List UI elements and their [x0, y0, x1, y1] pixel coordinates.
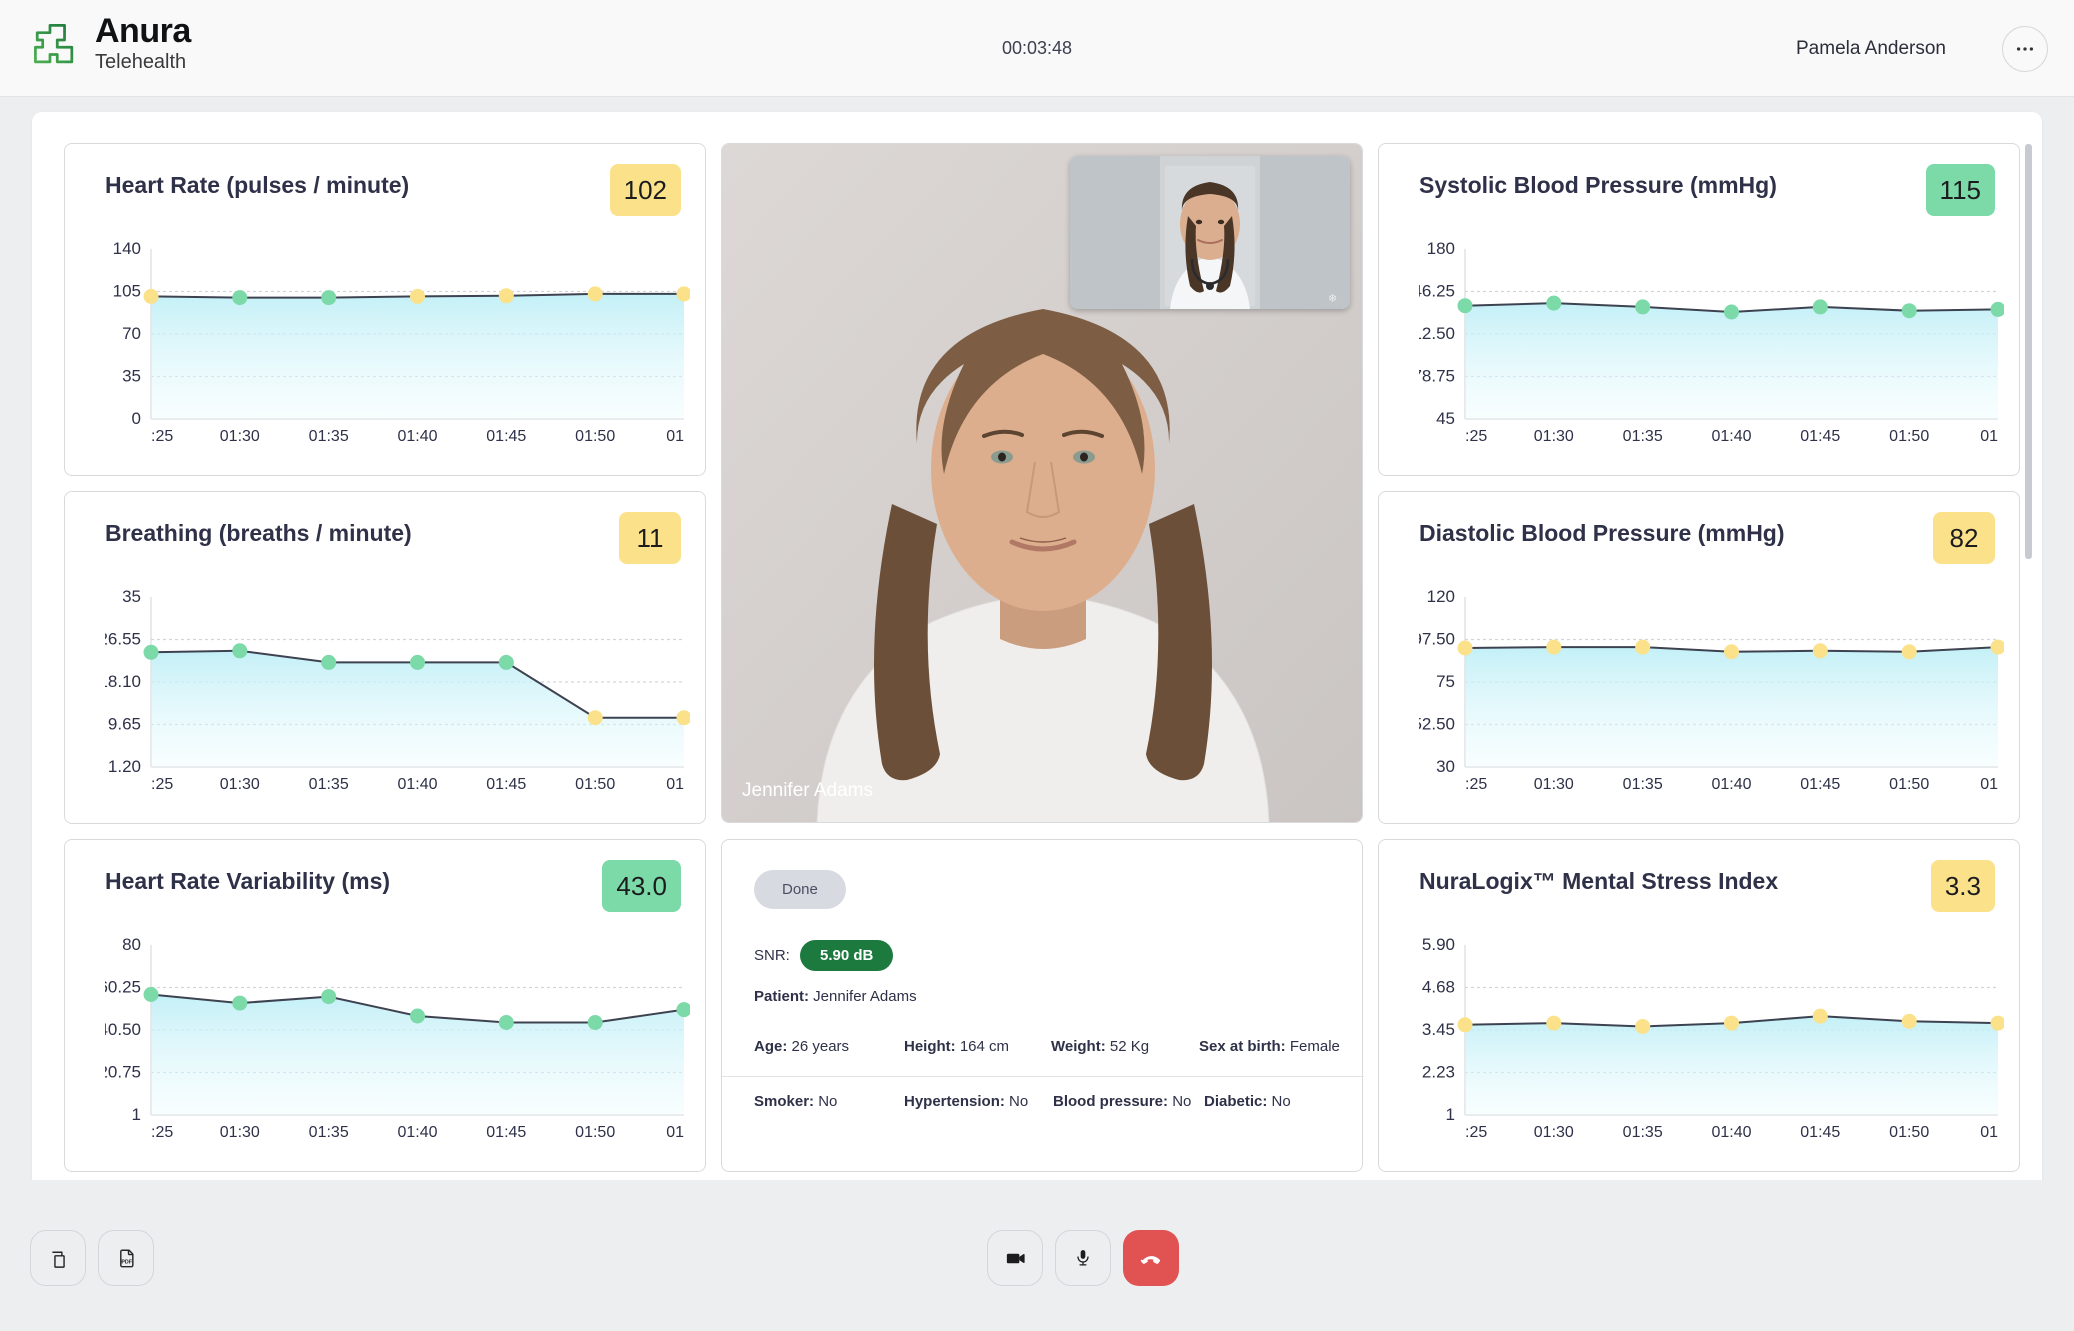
- svg-text:1: 1: [1446, 1105, 1455, 1124]
- svg-text:97.50: 97.50: [1419, 630, 1455, 649]
- svg-text:01: 01: [666, 1124, 684, 1141]
- svg-text:01:40: 01:40: [1711, 776, 1751, 793]
- svg-text:35: 35: [122, 367, 141, 386]
- svg-text:01:40: 01:40: [397, 776, 437, 793]
- svg-text:112.50: 112.50: [1419, 324, 1455, 343]
- svg-text:26.55: 26.55: [105, 630, 141, 649]
- svg-text:01:50: 01:50: [575, 428, 615, 445]
- svg-text:4.68: 4.68: [1422, 978, 1455, 997]
- svg-text:01:45: 01:45: [1800, 776, 1840, 793]
- svg-text:❄: ❄: [1328, 293, 1337, 305]
- svg-text:35: 35: [122, 587, 141, 606]
- svg-text:01:50: 01:50: [575, 1124, 615, 1141]
- svg-text::25: :25: [151, 1124, 173, 1141]
- svg-text:PDF: PDF: [121, 1259, 132, 1265]
- svg-text:01:30: 01:30: [1534, 1124, 1574, 1141]
- svg-text:70: 70: [122, 324, 141, 343]
- svg-text:2.23: 2.23: [1422, 1063, 1455, 1082]
- svg-text:75: 75: [1436, 672, 1455, 691]
- svg-text:146.25: 146.25: [1419, 282, 1455, 301]
- svg-text:01:40: 01:40: [397, 1124, 437, 1141]
- svg-text:01:30: 01:30: [1534, 776, 1574, 793]
- svg-text:01:30: 01:30: [220, 1124, 260, 1141]
- svg-text:105: 105: [113, 282, 141, 301]
- svg-text::25: :25: [151, 776, 173, 793]
- svg-text:01:40: 01:40: [397, 428, 437, 445]
- svg-text:140: 140: [113, 239, 141, 258]
- svg-text:01:45: 01:45: [1800, 428, 1840, 445]
- svg-text:1.20: 1.20: [108, 757, 141, 776]
- svg-text:9.65: 9.65: [108, 715, 141, 734]
- svg-text:01:30: 01:30: [1534, 428, 1574, 445]
- svg-text:01:30: 01:30: [220, 428, 260, 445]
- svg-text:01: 01: [1980, 776, 1998, 793]
- svg-text:01:50: 01:50: [1889, 428, 1929, 445]
- svg-text:40.50: 40.50: [105, 1020, 141, 1039]
- svg-text:0: 0: [132, 409, 141, 428]
- svg-text:18.10: 18.10: [105, 672, 141, 691]
- svg-text:5.90: 5.90: [1422, 935, 1455, 954]
- svg-text:78.75: 78.75: [1419, 367, 1455, 386]
- svg-text:52.50: 52.50: [1419, 715, 1455, 734]
- svg-text::25: :25: [151, 428, 173, 445]
- svg-text:01:45: 01:45: [486, 428, 526, 445]
- svg-text:01:40: 01:40: [1711, 428, 1751, 445]
- svg-text:3.45: 3.45: [1422, 1020, 1455, 1039]
- svg-text:01: 01: [1980, 1124, 1998, 1141]
- svg-text:01:50: 01:50: [1889, 776, 1929, 793]
- svg-text::25: :25: [1465, 1124, 1487, 1141]
- svg-text:45: 45: [1436, 409, 1455, 428]
- svg-text:01: 01: [666, 428, 684, 445]
- svg-text:01:35: 01:35: [309, 776, 349, 793]
- svg-text:120: 120: [1427, 587, 1455, 606]
- svg-text:01: 01: [1980, 428, 1998, 445]
- svg-text:01:45: 01:45: [486, 1124, 526, 1141]
- svg-text:01:35: 01:35: [1623, 776, 1663, 793]
- svg-text:20.75: 20.75: [105, 1063, 141, 1082]
- svg-text:01:35: 01:35: [1623, 1124, 1663, 1141]
- svg-text:01: 01: [666, 776, 684, 793]
- svg-text:01:35: 01:35: [309, 428, 349, 445]
- svg-text:01:35: 01:35: [309, 1124, 349, 1141]
- svg-text:Jennifer Adams: Jennifer Adams: [742, 780, 873, 801]
- svg-text:01:45: 01:45: [486, 776, 526, 793]
- svg-text:1: 1: [132, 1105, 141, 1124]
- svg-text:30: 30: [1436, 757, 1455, 776]
- svg-text:01:30: 01:30: [220, 776, 260, 793]
- svg-text:60.25: 60.25: [105, 978, 141, 997]
- svg-text:01:50: 01:50: [575, 776, 615, 793]
- svg-text::25: :25: [1465, 428, 1487, 445]
- svg-text:01:35: 01:35: [1623, 428, 1663, 445]
- svg-text::25: :25: [1465, 776, 1487, 793]
- svg-text:01:45: 01:45: [1800, 1124, 1840, 1141]
- svg-text:01:50: 01:50: [1889, 1124, 1929, 1141]
- svg-text:180: 180: [1427, 239, 1455, 258]
- svg-text:80: 80: [122, 935, 141, 954]
- svg-text:01:40: 01:40: [1711, 1124, 1751, 1141]
